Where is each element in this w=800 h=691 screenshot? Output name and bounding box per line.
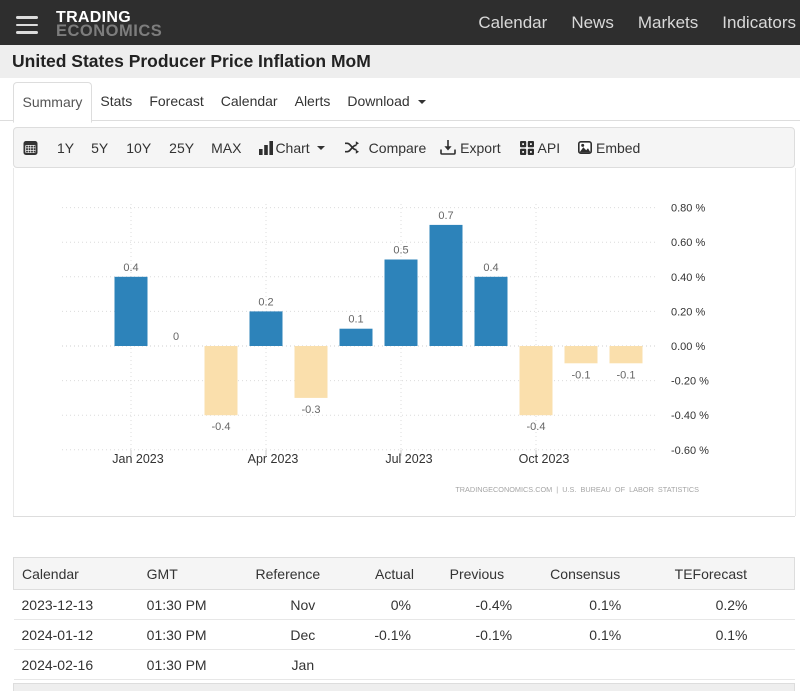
svg-text:-0.60 %: -0.60 % bbox=[671, 445, 709, 457]
svg-text:Jul 2023: Jul 2023 bbox=[385, 452, 432, 466]
svg-text:0.2: 0.2 bbox=[258, 296, 273, 308]
svg-text:TRADINGECONOMICS.COM | U.S.: TRADINGECONOMICS.COM | U.S. BUREAU OF LA… bbox=[455, 485, 699, 494]
svg-text:0.60 %: 0.60 % bbox=[671, 237, 705, 249]
svg-text:0.4: 0.4 bbox=[483, 262, 498, 274]
svg-text:0.5: 0.5 bbox=[393, 245, 408, 257]
svg-text:-0.1: -0.1 bbox=[617, 369, 636, 381]
svg-text:0.4: 0.4 bbox=[123, 262, 138, 274]
svg-text:0.40 %: 0.40 % bbox=[671, 272, 705, 284]
svg-text:0.00 %: 0.00 % bbox=[671, 341, 705, 353]
svg-text:0.7: 0.7 bbox=[438, 210, 453, 222]
svg-text:-0.1: -0.1 bbox=[572, 369, 591, 381]
svg-text:0.20 %: 0.20 % bbox=[671, 306, 705, 318]
svg-text:Oct 2023: Oct 2023 bbox=[519, 452, 570, 466]
svg-text:-0.20 %: -0.20 % bbox=[671, 376, 709, 388]
svg-text:-0.40 %: -0.40 % bbox=[671, 410, 709, 422]
svg-text:-0.3: -0.3 bbox=[302, 404, 321, 416]
svg-text:-0.4: -0.4 bbox=[212, 421, 231, 433]
svg-text:Jan 2023: Jan 2023 bbox=[112, 452, 163, 466]
svg-text:0.80 %: 0.80 % bbox=[671, 203, 705, 215]
svg-text:0: 0 bbox=[173, 331, 179, 343]
svg-text:0.1: 0.1 bbox=[348, 314, 363, 326]
svg-text:Apr 2023: Apr 2023 bbox=[248, 452, 299, 466]
svg-text:-0.4: -0.4 bbox=[527, 421, 546, 433]
